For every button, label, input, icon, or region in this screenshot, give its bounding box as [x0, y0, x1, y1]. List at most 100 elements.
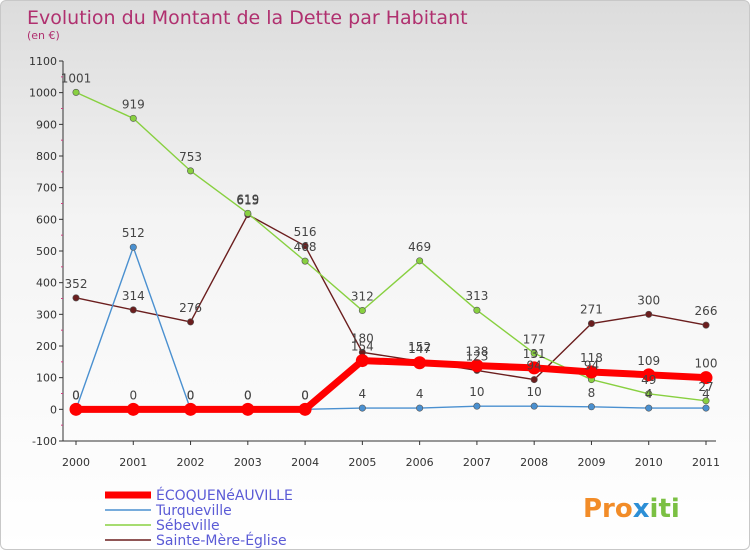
y-tick-label: 0 [50, 403, 57, 416]
series-point-2 [473, 306, 481, 314]
data-label-3: 615 [236, 194, 259, 208]
proxiti-logo: Proxiti [583, 494, 680, 524]
data-label-1: 0 [187, 388, 195, 402]
series-point-2 [416, 257, 424, 265]
legend-label-3: Sainte-Mère-Église [156, 532, 287, 549]
series-point-3 [587, 320, 595, 328]
y-tick-label: 1000 [29, 87, 57, 100]
x-tick-label: 2004 [291, 456, 319, 469]
series-point-3 [702, 321, 710, 329]
series-point-0 [642, 368, 656, 382]
data-label-3: 314 [122, 289, 145, 303]
data-label-1: 0 [72, 388, 80, 402]
data-label-2: 619 [236, 192, 259, 206]
data-label-3: 276 [179, 301, 202, 315]
series-point-1 [473, 402, 481, 410]
series-point-0 [184, 402, 198, 416]
series-point-3 [129, 306, 137, 314]
data-label-0: 109 [637, 354, 660, 368]
series-point-1 [587, 403, 595, 411]
chart-title: Evolution du Montant de la Dette par Hab… [27, 7, 468, 29]
y-tick-label: 100 [36, 372, 57, 385]
data-label-1: 4 [359, 387, 367, 401]
series-point-0 [126, 402, 140, 416]
data-label-0: 0 [72, 388, 80, 402]
data-label-1: 0 [244, 388, 252, 402]
series-point-1 [129, 243, 137, 251]
data-label-2: 468 [294, 240, 317, 254]
data-label-2: 312 [351, 290, 374, 304]
x-tick-label: 2007 [463, 456, 491, 469]
logo-part-x: x [633, 494, 650, 524]
data-label-3: 352 [65, 277, 88, 291]
series-point-2 [702, 397, 710, 405]
series-point-3 [645, 310, 653, 318]
series-point-3 [301, 242, 309, 250]
series-point-2 [244, 209, 252, 217]
axes: -100010020030040050060070080090010001100… [29, 55, 720, 469]
series-point-2 [129, 114, 137, 122]
chart-subtitle: (en €) [27, 29, 60, 42]
data-label-1: 0 [301, 388, 309, 402]
data-label-2: 49 [641, 373, 656, 387]
series-point-0 [527, 361, 541, 375]
legend-label-2: Sébeville [156, 518, 220, 534]
x-tick-label: 2011 [692, 456, 720, 469]
data-label-0: 118 [580, 351, 603, 365]
legend: ÉCOQUENéAUVILLETurquevilleSébevilleSaint… [105, 487, 293, 549]
data-label-3: 123 [465, 349, 488, 363]
series-point-3 [530, 376, 538, 384]
x-tick-label: 2005 [348, 456, 376, 469]
series-point-0 [298, 402, 312, 416]
series-point-2 [187, 167, 195, 175]
y-tick-label: 1100 [29, 55, 57, 68]
data-label-0: 0 [129, 388, 137, 402]
data-label-2: 27 [698, 380, 713, 394]
data-label-3: 152 [408, 340, 431, 354]
logo-part-pro: Pro [583, 494, 633, 524]
x-tick-label: 2009 [577, 456, 605, 469]
legend-label-0: ÉCOQUENéAUVILLE [156, 487, 293, 504]
series-point-2 [645, 390, 653, 398]
x-tick-label: 2000 [62, 456, 90, 469]
data-label-3: 516 [294, 225, 317, 239]
y-tick-label: 900 [36, 118, 57, 131]
y-tick-label: 600 [36, 213, 57, 226]
series-point-1 [702, 404, 710, 412]
data-label-1: 8 [588, 386, 596, 400]
series-layer [69, 88, 713, 416]
data-label-1: 4 [416, 387, 424, 401]
logo-part-iti: iti [650, 494, 680, 524]
data-label-1: 10 [469, 385, 484, 399]
series-point-2 [301, 257, 309, 265]
data-label-2: 1001 [61, 71, 92, 85]
series-point-1 [416, 404, 424, 412]
series-point-0 [355, 354, 369, 368]
data-label-2: 753 [179, 150, 202, 164]
data-label-0: 154 [351, 340, 374, 354]
series-line-1 [75, 246, 706, 411]
data-label-2: 313 [465, 289, 488, 303]
series-point-2 [358, 307, 366, 315]
y-tick-label: 700 [36, 182, 57, 195]
data-label-0: 100 [695, 357, 718, 371]
series-point-1 [358, 404, 366, 412]
series-line-3 [75, 213, 707, 381]
y-tick-label: -100 [32, 435, 57, 448]
data-label-0: 147 [408, 342, 431, 356]
series-point-0 [699, 371, 713, 385]
series-point-0 [413, 356, 427, 370]
series-point-0 [69, 402, 83, 416]
x-tick-label: 2006 [406, 456, 434, 469]
series-point-0 [584, 365, 598, 379]
x-tick-label: 2003 [234, 456, 262, 469]
x-tick-label: 2008 [520, 456, 548, 469]
x-tick-label: 2002 [177, 456, 205, 469]
data-label-0: 0 [301, 388, 309, 402]
series-line-2 [75, 91, 707, 402]
series-line-0 [76, 357, 707, 413]
y-tick-label: 400 [36, 277, 57, 290]
data-label-3: 94 [527, 359, 542, 373]
